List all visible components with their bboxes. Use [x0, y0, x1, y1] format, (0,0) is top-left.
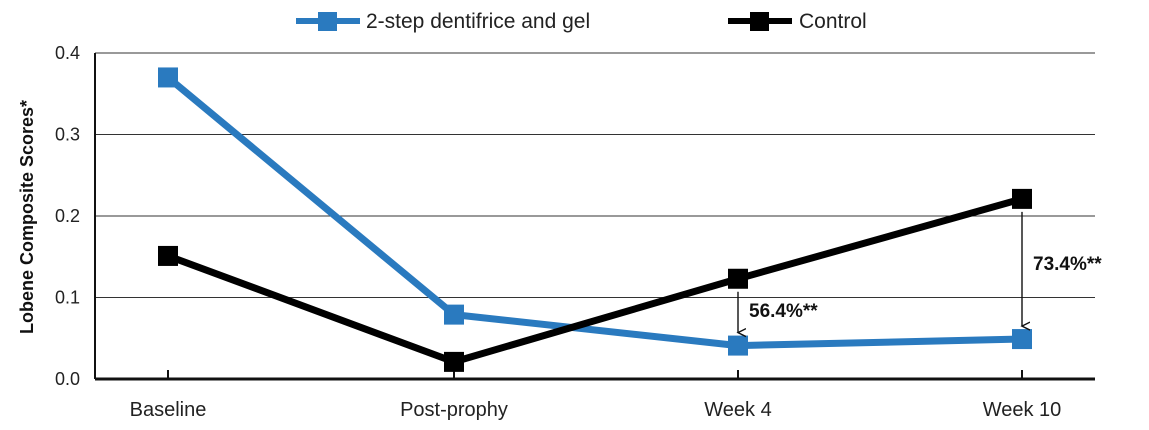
x-axis-labels: Baseline Post-prophy Week 4 Week 10: [130, 399, 1062, 421]
y-tick-label: 0.0: [55, 369, 80, 389]
legend-label-series-1: 2-step dentifrice and gel: [366, 10, 590, 33]
legend-item-series-2: Control: [728, 10, 867, 33]
x-tick-label: Baseline: [130, 399, 207, 421]
data-point: [444, 351, 464, 372]
legend-swatch-marker-series-1: [318, 12, 337, 31]
data-point: [728, 268, 748, 289]
legend-swatch-marker-series-2: [750, 12, 769, 31]
data-point: [1012, 329, 1032, 350]
y-tick-label: 0.4: [55, 43, 80, 63]
annotation-label: 73.4%**: [1033, 254, 1102, 275]
series-2: [158, 188, 1032, 372]
x-tick-label: Post-prophy: [400, 399, 508, 421]
legend: 2-step dentifrice and gel Control: [296, 10, 867, 33]
y-axis-ticks: 0.0 0.1 0.2 0.3 0.4: [55, 43, 80, 389]
x-tick-label: Week 10: [983, 399, 1062, 421]
series-line-1: [164, 73, 1026, 350]
series-line-2: [164, 195, 1026, 366]
data-point: [158, 67, 178, 88]
gridlines: [95, 52, 1095, 298]
annotations: 56.4%** 73.4%**: [738, 211, 1102, 333]
series-1: [158, 67, 1032, 356]
series-group: [158, 67, 1032, 372]
annotation-label: 56.4%**: [749, 301, 818, 322]
y-tick-label: 0.1: [55, 288, 80, 308]
y-tick-label: 0.3: [55, 125, 80, 145]
y-tick-label: 0.2: [55, 206, 80, 226]
y-axis-title: Lobene Composite Scores*: [17, 100, 37, 334]
data-point: [444, 304, 464, 325]
legend-item-series-1: 2-step dentifrice and gel: [296, 10, 590, 33]
x-tick-label: Week 4: [704, 399, 771, 421]
data-point: [158, 245, 178, 266]
legend-label-series-2: Control: [799, 10, 867, 33]
data-point: [1012, 188, 1032, 209]
data-point: [728, 335, 748, 356]
